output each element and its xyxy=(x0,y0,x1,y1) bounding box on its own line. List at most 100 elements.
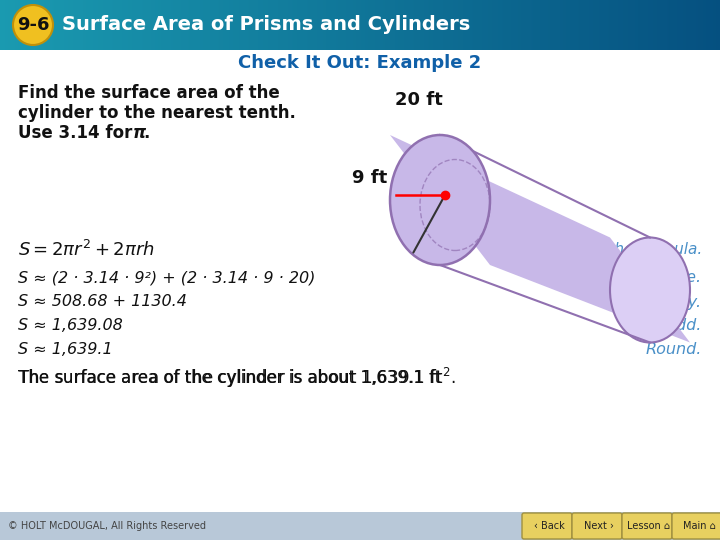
Bar xyxy=(232,0,233,50)
Bar xyxy=(557,0,558,50)
Bar xyxy=(325,0,326,50)
Bar xyxy=(73,0,74,50)
Bar xyxy=(678,0,679,50)
Bar xyxy=(488,0,489,50)
Text: ‹ Back: ‹ Back xyxy=(534,521,564,531)
Bar xyxy=(593,0,594,50)
Bar xyxy=(388,0,389,50)
Bar xyxy=(368,0,369,50)
Bar xyxy=(234,0,235,50)
Bar xyxy=(190,0,191,50)
Bar xyxy=(328,0,329,50)
Bar xyxy=(632,0,633,50)
Bar xyxy=(699,0,700,50)
Text: 9-6: 9-6 xyxy=(17,16,49,34)
Bar xyxy=(138,0,139,50)
Bar xyxy=(610,0,611,50)
Bar xyxy=(146,0,147,50)
Bar xyxy=(150,0,151,50)
Bar xyxy=(612,0,613,50)
Bar xyxy=(494,0,495,50)
Bar xyxy=(427,0,428,50)
Bar xyxy=(70,0,71,50)
Bar xyxy=(3,0,4,50)
Text: Multiply.: Multiply. xyxy=(635,294,702,309)
Bar xyxy=(342,0,343,50)
Bar xyxy=(696,0,697,50)
Bar xyxy=(410,0,411,50)
Bar xyxy=(654,0,655,50)
Bar xyxy=(111,0,112,50)
Bar xyxy=(705,0,706,50)
Bar xyxy=(248,0,249,50)
Bar xyxy=(398,0,399,50)
Bar xyxy=(663,0,664,50)
Bar xyxy=(320,0,321,50)
Bar xyxy=(514,0,515,50)
Bar xyxy=(104,0,105,50)
Bar xyxy=(280,0,281,50)
Bar xyxy=(269,0,270,50)
Bar xyxy=(635,0,636,50)
Bar xyxy=(589,0,590,50)
Bar xyxy=(231,0,232,50)
Bar xyxy=(706,0,707,50)
Bar xyxy=(545,0,546,50)
Bar xyxy=(691,0,692,50)
Bar xyxy=(413,0,414,50)
Bar xyxy=(585,0,586,50)
Bar xyxy=(246,0,247,50)
Text: Round.: Round. xyxy=(646,342,702,357)
Bar xyxy=(90,0,91,50)
Bar xyxy=(224,0,225,50)
Bar xyxy=(373,0,374,50)
Bar xyxy=(26,0,27,50)
Bar xyxy=(547,0,548,50)
Bar xyxy=(48,0,49,50)
Bar xyxy=(418,0,419,50)
Text: 20 ft: 20 ft xyxy=(395,91,443,109)
Bar xyxy=(131,0,132,50)
Bar xyxy=(657,0,658,50)
Bar xyxy=(389,0,390,50)
Bar xyxy=(535,0,536,50)
Bar xyxy=(258,0,259,50)
Bar xyxy=(289,0,290,50)
Bar xyxy=(165,0,166,50)
Bar xyxy=(80,0,81,50)
Bar xyxy=(680,0,681,50)
Bar xyxy=(718,0,719,50)
Bar xyxy=(149,0,150,50)
Bar xyxy=(18,0,19,50)
Bar xyxy=(715,0,716,50)
Bar xyxy=(122,0,123,50)
Bar xyxy=(526,0,527,50)
Bar xyxy=(272,0,273,50)
Bar xyxy=(338,0,339,50)
Bar xyxy=(592,0,593,50)
Bar xyxy=(672,0,673,50)
Bar xyxy=(489,0,490,50)
Bar xyxy=(421,0,422,50)
Bar xyxy=(304,0,305,50)
Bar xyxy=(352,0,353,50)
Bar xyxy=(539,0,540,50)
Bar xyxy=(451,0,452,50)
Bar xyxy=(105,0,106,50)
Bar xyxy=(213,0,214,50)
Bar xyxy=(128,0,129,50)
Bar xyxy=(74,0,75,50)
Bar xyxy=(615,0,616,50)
Bar xyxy=(212,0,213,50)
Bar xyxy=(553,0,554,50)
Bar xyxy=(540,0,541,50)
Bar xyxy=(448,0,449,50)
Bar xyxy=(169,0,170,50)
Polygon shape xyxy=(390,135,690,342)
Text: S ≈ 1,639.08: S ≈ 1,639.08 xyxy=(18,319,122,334)
Bar xyxy=(206,0,207,50)
Bar xyxy=(419,0,420,50)
Bar xyxy=(573,0,574,50)
Bar xyxy=(88,0,89,50)
Bar xyxy=(649,0,650,50)
